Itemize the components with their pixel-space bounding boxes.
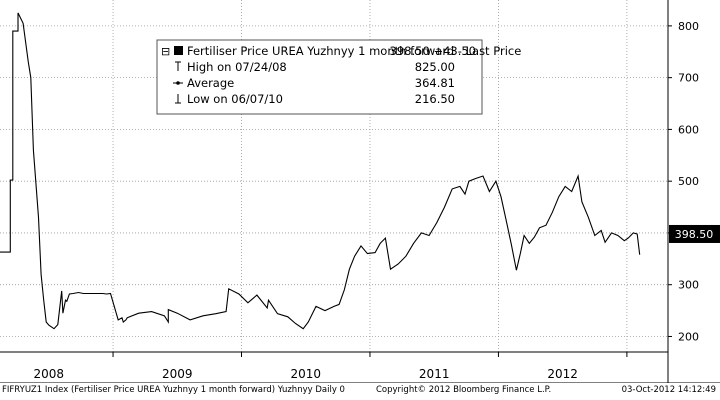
last-price-box [669, 224, 720, 243]
series-group [0, 12, 641, 330]
legend-row-value: 825.00 [415, 60, 455, 74]
footer-index-description: FIFRYUZ1 Index (Fertiliser Price UREA Yu… [2, 385, 345, 395]
last-price-label: 398.50 [675, 228, 714, 241]
footer-timestamp: 03-Oct-2012 14:12:49 [621, 385, 716, 395]
x-tick-label: 2012 [547, 367, 578, 381]
x-tick-label: 2010 [290, 367, 321, 381]
price-chart: 2003004005006007008002008200920102011201… [0, 0, 720, 384]
legend-row-label: Low on 06/07/10 [187, 92, 283, 106]
legend-row-value: 216.50 [415, 92, 455, 106]
y-tick-label: 600 [678, 123, 699, 136]
legend-collapse-icon: ⊟ [161, 45, 170, 58]
last-price-marker: 398.50 [669, 224, 720, 243]
footer-bar: FIFRYUZ1 Index (Fertiliser Price UREA Yu… [0, 383, 720, 400]
legend-series-label: Fertiliser Price UREA Yuzhnyy 1 month fo… [187, 44, 521, 58]
legend-average-icon-dot [176, 81, 180, 85]
legend-row-label: High on 07/24/08 [187, 60, 287, 74]
legend-row-label: Average [187, 76, 234, 90]
x-tick-label: 2008 [34, 367, 65, 381]
legend-box [156, 39, 483, 115]
y-tick-label: 800 [678, 20, 699, 33]
legend: ⊟ Fertiliser Price UREA Yuzhnyy 1 month f… [156, 39, 521, 115]
y-tick-label: 700 [678, 72, 699, 85]
y-tick-label: 200 [678, 330, 699, 343]
legend-series-swatch [174, 46, 183, 55]
y-tick-label: 500 [678, 175, 699, 188]
y-tick-label: 300 [678, 279, 699, 292]
series-line [0, 12, 641, 330]
gridlines [0, 0, 668, 352]
x-tick-label: 2011 [419, 367, 450, 381]
legend-last-value: 398.50 +43.50 [390, 44, 476, 58]
footer-copyright: Copyright© 2012 Bloomberg Finance L.P. [376, 385, 552, 395]
legend-row-value: 364.81 [415, 76, 455, 90]
x-tick-label: 2009 [162, 367, 193, 381]
